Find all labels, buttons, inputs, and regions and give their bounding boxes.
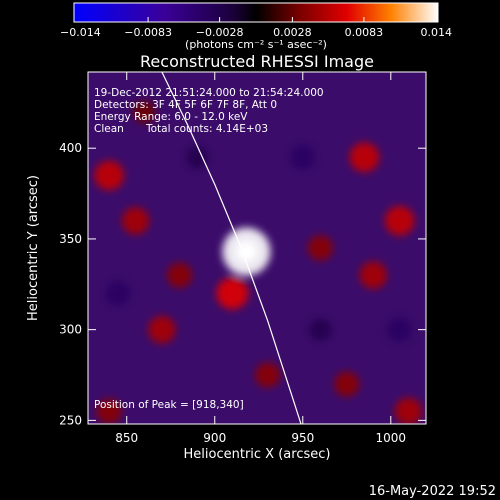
x-tick-label: 900 (203, 431, 226, 445)
colorbar-tick-label: 0.0083 (345, 26, 384, 39)
emission-source-18 (105, 280, 131, 306)
solar-limb-curve (161, 72, 302, 424)
colorbar-tick-label: −0.0083 (124, 26, 172, 39)
plot-area (88, 72, 426, 424)
colorbar-tick-label: −0.0028 (196, 26, 244, 39)
y-tick-label: 250 (59, 413, 82, 427)
emission-source-3 (121, 207, 150, 235)
chart-title: Reconstructed RHESSI Image (140, 52, 374, 71)
annotation-energy-range: Energy Range: 6.0 - 12.0 keV (94, 111, 248, 123)
emission-source-16 (185, 145, 209, 169)
emission-source-14 (132, 100, 156, 124)
axis-ticks: 850 900 950 1000 250 300 350 400 (59, 72, 426, 445)
annotation-total-counts: Total counts: 4.14E+03 (145, 123, 268, 135)
y-tick-label: 350 (59, 232, 82, 246)
emission-source-12 (166, 262, 193, 288)
colorbar: −0.014 −0.0083 −0.0028 0.0028 0.0083 0.014 (p… (60, 2, 452, 51)
y-tick-label: 300 (59, 323, 82, 337)
peak-source-core (235, 240, 258, 263)
emission-source-11 (96, 398, 122, 424)
x-axis-label: Heliocentric X (arcsec) (184, 447, 331, 462)
emission-source-9 (254, 362, 281, 388)
x-tick-label: 950 (291, 431, 314, 445)
emission-source-8 (307, 235, 333, 261)
colorbar-tick-label: 0.014 (421, 26, 453, 39)
x-tick-label: 1000 (376, 431, 407, 445)
footer-timestamp: 16-May-2022 19:52 (369, 484, 496, 499)
plot-frame (87, 71, 427, 425)
colorbar-label: (photons cm⁻² s⁻¹ asec⁻²) (185, 38, 327, 51)
emission-source-10 (394, 397, 423, 424)
colorbar-ticks: −0.014 −0.0083 −0.0028 0.0028 0.0083 0.014 (60, 17, 452, 39)
emission-source-13 (334, 371, 360, 397)
annotation-clean: Clean (94, 123, 124, 135)
y-axis-label: Heliocentric Y (arcsec) (26, 175, 41, 321)
annotation-time-range: 19-Dec-2012 21:51:24.000 to 21:54:24.000 (94, 87, 324, 99)
emission-source-6 (359, 261, 387, 289)
emission-source-19 (387, 317, 413, 343)
emission-source-1 (216, 277, 249, 310)
annotation-detectors: Detectors: 3F 4F 5F 6F 7F 8F, Att 0 (94, 99, 277, 111)
emission-source-5 (384, 205, 415, 236)
annotation-block: 19-Dec-2012 21:51:24.000 to 21:54:24.000… (94, 87, 324, 411)
colorbar-tick-label: 0.0028 (273, 26, 312, 39)
peak-position-label: Position of Peak = [918,340] (94, 399, 244, 411)
x-tick-label: 850 (115, 431, 138, 445)
colorbar-tick-label: −0.014 (60, 26, 101, 39)
emission-source-15 (290, 144, 316, 170)
emission-source-7 (148, 315, 176, 344)
y-tick-label: 400 (59, 141, 82, 155)
emission-source-4 (349, 142, 380, 173)
emission-sources (94, 100, 423, 424)
colorbar-gradient (73, 2, 439, 23)
emission-source-2 (94, 160, 124, 191)
emission-source-17 (308, 318, 332, 342)
